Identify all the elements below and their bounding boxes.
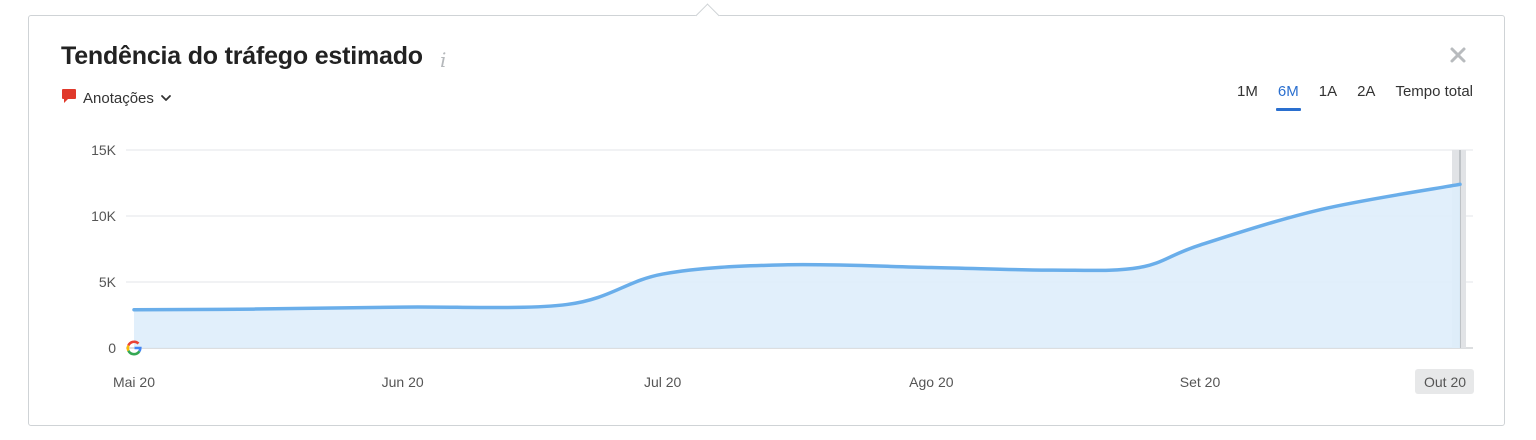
- card-title: Tendência do tráfego estimado: [61, 42, 423, 70]
- chevron-down-icon: [160, 90, 172, 108]
- close-icon[interactable]: [1443, 40, 1471, 68]
- period-1m[interactable]: 1M: [1237, 83, 1258, 100]
- annotations-dropdown[interactable]: Anotações: [61, 88, 172, 109]
- period-1a[interactable]: 1A: [1318, 83, 1338, 100]
- period-selector: 1M 6M 1A 2A Tempo total: [1227, 84, 1473, 114]
- period-2a[interactable]: 2A: [1357, 83, 1376, 100]
- card-pointer: [695, 3, 720, 28]
- speech-bubble-icon: [61, 88, 77, 109]
- annotations-label: Anotações: [83, 90, 154, 107]
- period-all-time[interactable]: Tempo total: [1395, 83, 1473, 100]
- period-6m[interactable]: 6M: [1268, 84, 1309, 114]
- highlighted-x-tick-bg: [1415, 369, 1474, 394]
- info-icon[interactable]: i: [440, 48, 447, 72]
- traffic-trend-card: Tendência do tráfego estimado i Anotaçõe…: [28, 3, 1505, 426]
